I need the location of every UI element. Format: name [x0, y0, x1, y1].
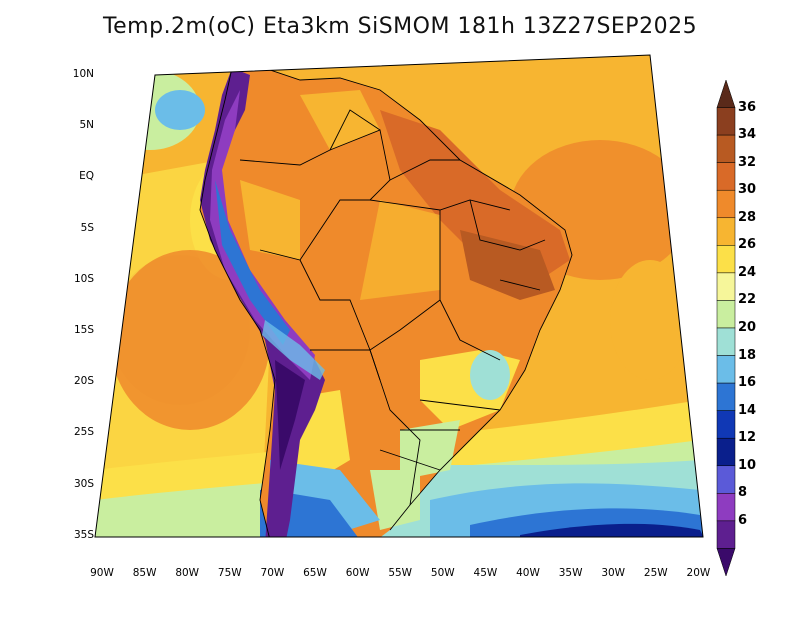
colorbar-tick-label: 16 [738, 375, 757, 391]
colorbar-swatch [716, 327, 736, 356]
lat-tick-label: 5N [79, 119, 94, 132]
lon-tick-label: 40W [516, 567, 540, 579]
lon-tick-label: 70W [260, 567, 285, 579]
lon-tick-label: 25W [643, 567, 668, 579]
colorbar-swatch [716, 300, 736, 329]
colorbar-tick-label: 8 [738, 485, 748, 501]
lat-tick-label: EQ [79, 170, 94, 183]
colorbar-tick-label: 10 [738, 457, 757, 473]
colorbar-tick-label: 34 [738, 127, 757, 143]
colorbar-swatch [716, 162, 736, 191]
colorbar-tick-label: 30 [738, 182, 757, 198]
colorbar-tick-label: 36 [738, 99, 757, 115]
colorbar-swatch [716, 410, 736, 439]
colorbar-tick-label: 6 [738, 512, 748, 528]
colorbar-swatch [716, 465, 736, 494]
lat-tick-label: 20S [73, 375, 94, 388]
lat-tick-label: 5S [80, 221, 94, 234]
colorbar-swatch [716, 272, 736, 301]
lat-tick-label: 15S [73, 324, 94, 336]
colorbar-tick-label: 14 [738, 402, 757, 418]
lon-tick-label: 35W [558, 567, 583, 579]
lon-tick-label: 65W [303, 567, 327, 579]
temperature-field [95, 55, 703, 537]
colorbar-tick-label: 24 [738, 264, 757, 280]
map-frame [94, 54, 704, 538]
lon-tick-label: 20W [686, 567, 711, 579]
lon-tick-label: 55W [388, 567, 413, 579]
colorbar-swatch [716, 548, 736, 577]
lon-tick-label: 50W [430, 567, 455, 579]
colorbar-tick-label: 22 [738, 292, 757, 308]
colorbar-swatch [716, 382, 736, 411]
lat-tick-label: 25S [73, 426, 94, 439]
colorbar-tick-label: 26 [738, 237, 757, 253]
map-title: Temp.2m(oC) Eta3km SiSMOM 181h 13Z27SEP2… [102, 14, 698, 39]
colorbar-tick-label: 18 [738, 347, 757, 363]
colorbar-swatch [716, 79, 736, 108]
country-borders [199, 67, 573, 537]
colorbar-swatch [716, 355, 736, 384]
colorbar-swatch [716, 107, 736, 136]
lat-tick-label: 10N [72, 68, 94, 80]
colorbar-tick-label: 20 [738, 320, 757, 335]
colorbar-swatch [716, 217, 736, 246]
colorbar-tick-label: 28 [738, 209, 757, 225]
colorbar-swatch [716, 437, 736, 467]
lon-tick-label: 60W [345, 567, 370, 579]
colorbar-tick-label: 32 [738, 154, 757, 170]
lon-tick-label: 85W [132, 567, 157, 579]
colorbar-swatch [716, 245, 736, 274]
colorbar [716, 79, 736, 577]
lon-tick-label: 80W [175, 567, 200, 579]
lon-tick-label: 75W [217, 567, 242, 579]
colorbar-swatch [716, 493, 736, 522]
colorbar-swatch [716, 520, 736, 549]
colorbar-swatch [716, 189, 736, 219]
lat-tick-label: 35S [73, 528, 94, 541]
colorbar-swatch [716, 134, 736, 163]
lat-tick-label: 10S [73, 272, 94, 285]
colorbar-tick-label: 12 [738, 430, 757, 446]
lat-tick-label: 30S [73, 477, 94, 490]
lon-tick-label: 90W [90, 567, 114, 579]
lon-tick-label: 45W [473, 567, 498, 579]
lon-tick-label: 30W [601, 567, 626, 579]
